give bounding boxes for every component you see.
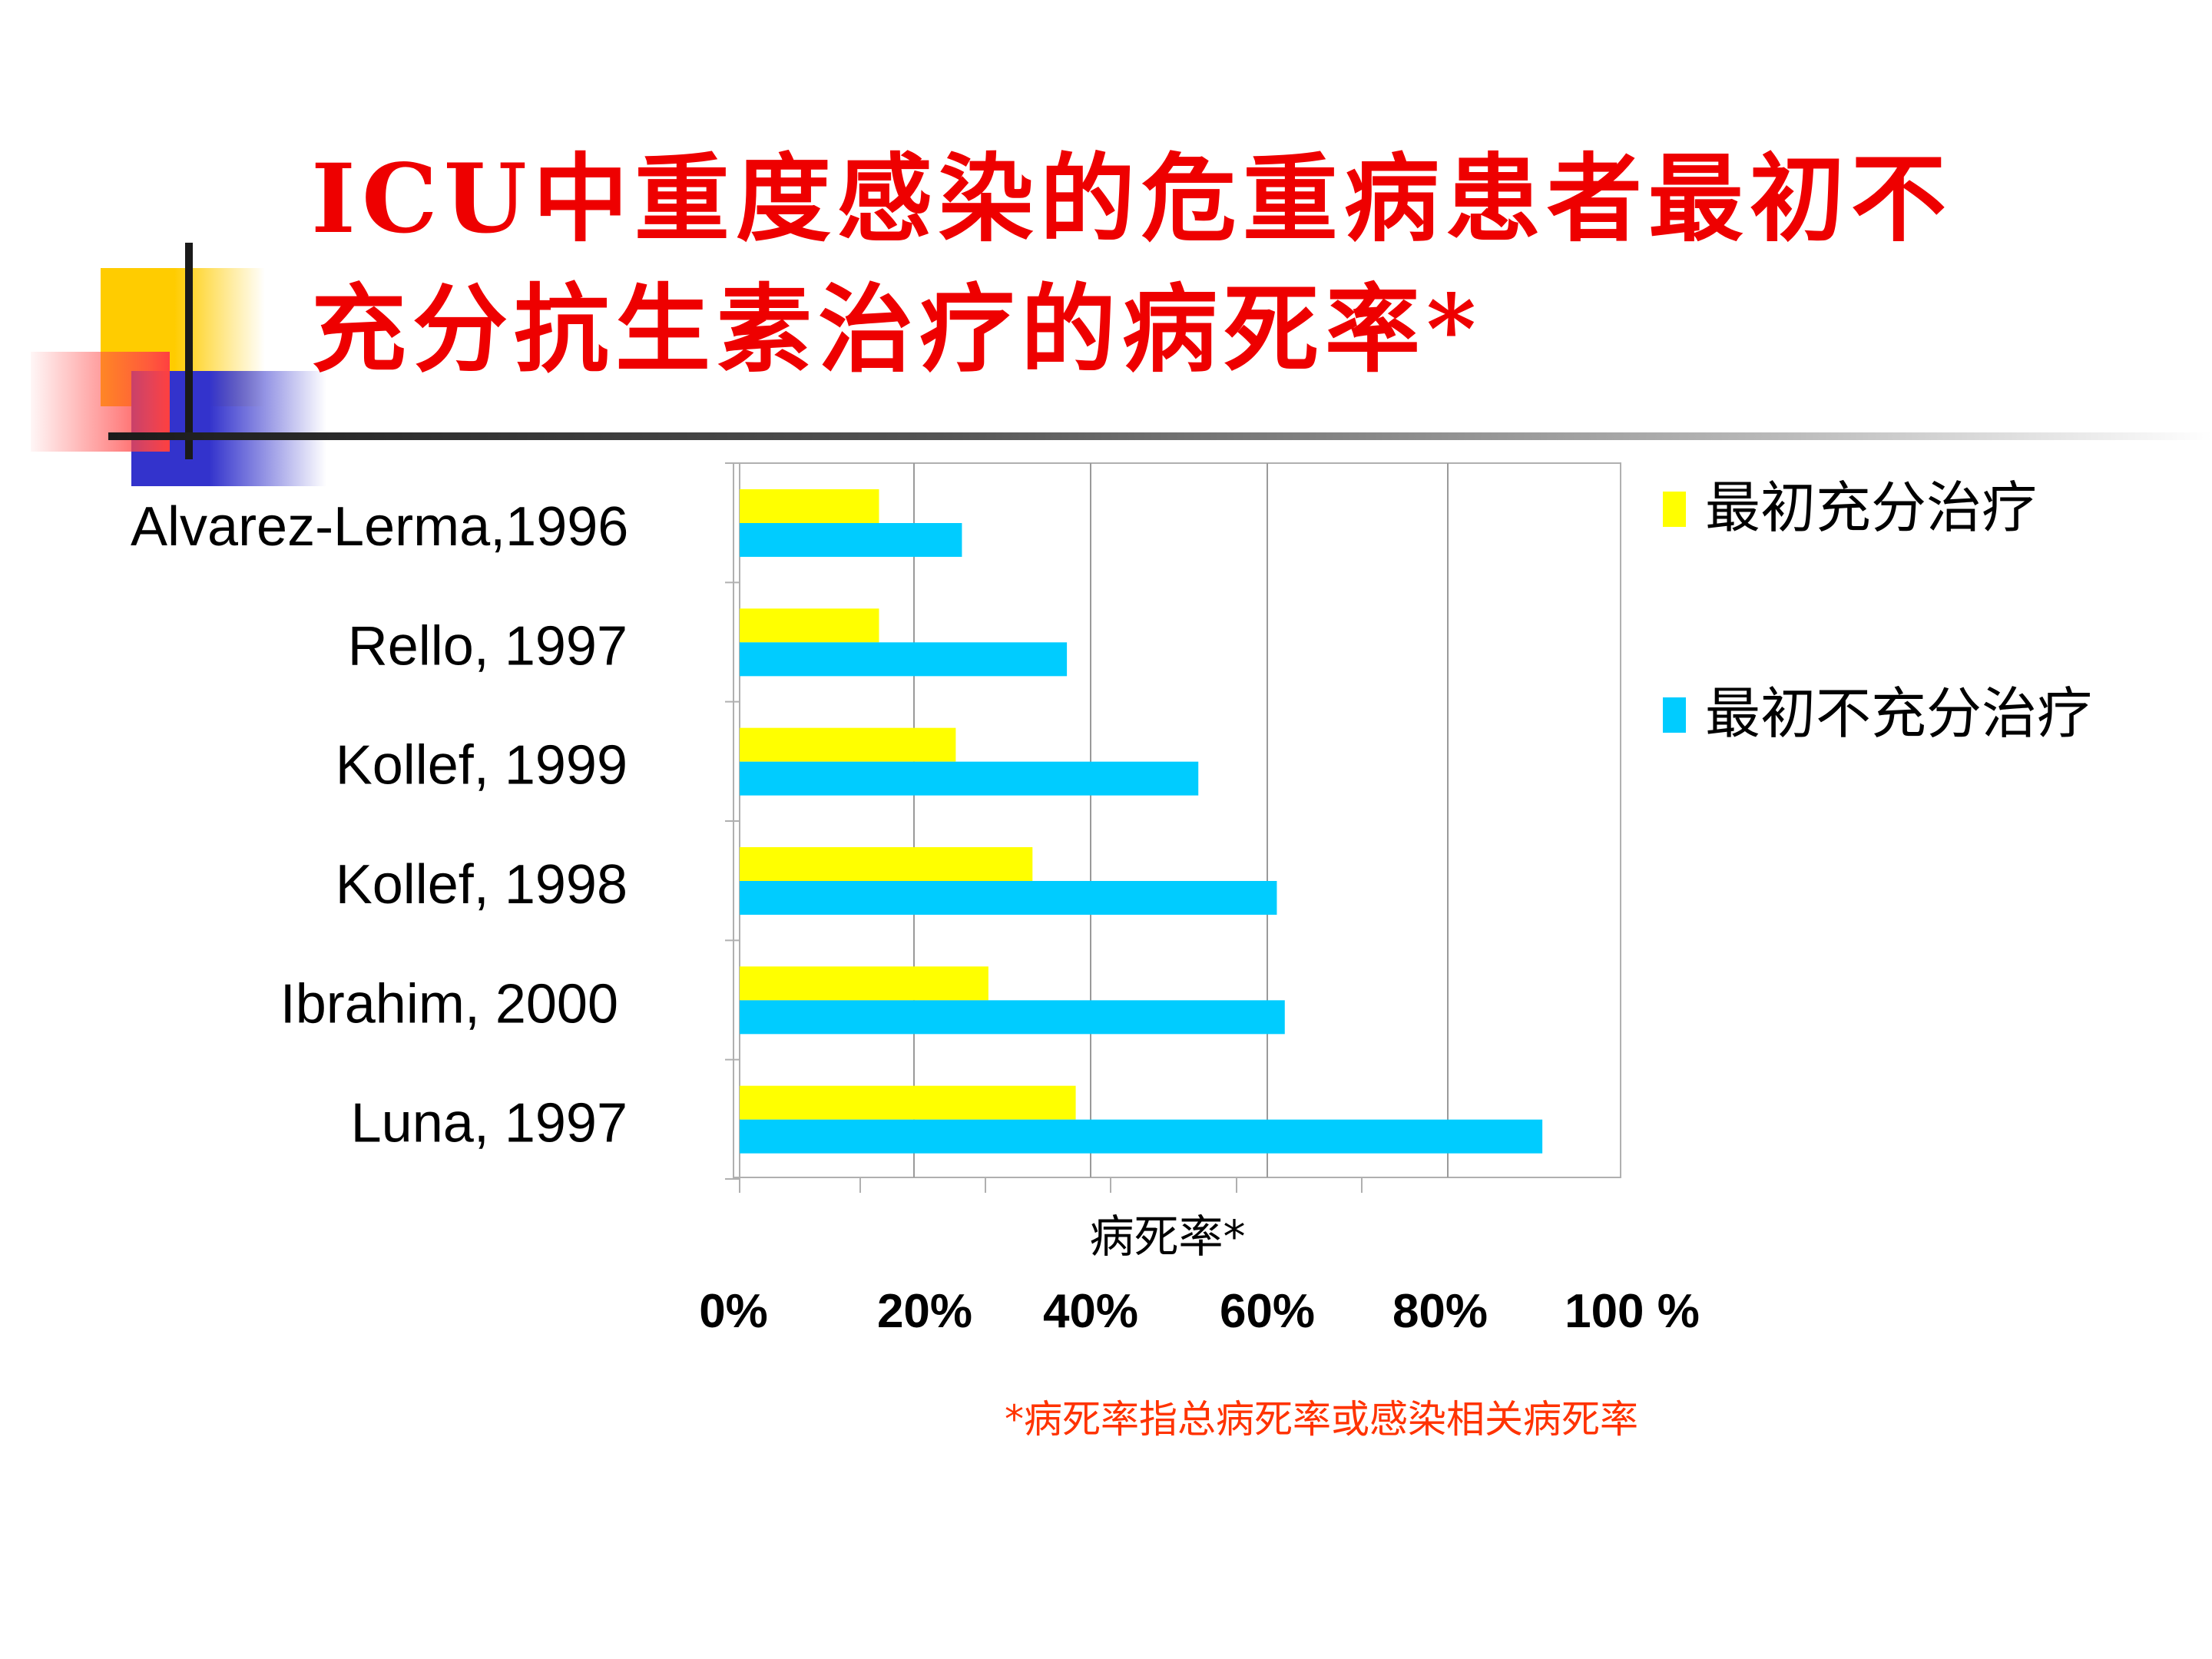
bar-adequate-0 [740, 489, 879, 523]
decor-horizontal-line [108, 432, 2212, 440]
legend-swatch [1663, 697, 1686, 733]
bar-inadequate-4 [740, 1000, 1285, 1035]
slide-title: ICU中重度感染的危重病患者最初不 充分抗生素治疗的病死率* [311, 134, 2139, 396]
x-tick-labels: 0% 20% 40% 60% 80% 100 % [699, 1285, 1700, 1338]
category-label: Rello, 1997 [348, 615, 628, 677]
bar-inadequate-1 [740, 642, 1068, 677]
x-tick-label: 100 % [1565, 1285, 1700, 1338]
legend-swatch [1663, 492, 1686, 527]
category-label: Ibrahim, 2000 [280, 973, 618, 1035]
bar-inadequate-5 [740, 1119, 1543, 1154]
bar-adequate-1 [740, 608, 879, 643]
x-tick-label: 60% [1220, 1285, 1315, 1338]
x-tick-label: 80% [1392, 1285, 1488, 1338]
bars [740, 489, 1543, 1154]
bar-adequate-5 [740, 1085, 1076, 1120]
category-label: Kollef, 1998 [336, 854, 628, 916]
x-tick-label: 20% [877, 1285, 972, 1338]
category-labels: Alvarez-Lerma,1996 Rello, 1997 Kollef, 199… [131, 496, 628, 1154]
axis [725, 462, 1363, 1193]
x-axis-label: 病死率* [1089, 1210, 1245, 1263]
category-label: Luna, 1997 [351, 1093, 628, 1154]
bar-inadequate-0 [740, 523, 962, 557]
plot-area [733, 462, 1621, 1178]
title-line-2: 充分抗生素治疗的病死率* [311, 274, 1482, 386]
category-label: Alvarez-Lerma,1996 [131, 496, 628, 558]
bar-adequate-2 [740, 727, 956, 762]
bar-adequate-3 [740, 847, 1033, 881]
x-tick-label: 0% [699, 1285, 768, 1338]
x-tick-label: 40% [1043, 1285, 1138, 1338]
bar-inadequate-3 [740, 881, 1277, 915]
footnote: *病死率指总病死率或感染相关病死率 [1005, 1397, 1638, 1442]
decor-vertical-line [185, 243, 193, 459]
legend-label: 最初充分治疗 [1705, 475, 2037, 540]
title-line-1: ICU中重度感染的危重病患者最初不 [311, 144, 1952, 255]
bar-inadequate-2 [740, 761, 1199, 796]
legend-label: 最初不充分治疗 [1705, 681, 2092, 746]
grid-lines [913, 463, 1449, 1177]
bar-adequate-4 [740, 966, 988, 1001]
category-label: Kollef, 1999 [336, 735, 628, 796]
